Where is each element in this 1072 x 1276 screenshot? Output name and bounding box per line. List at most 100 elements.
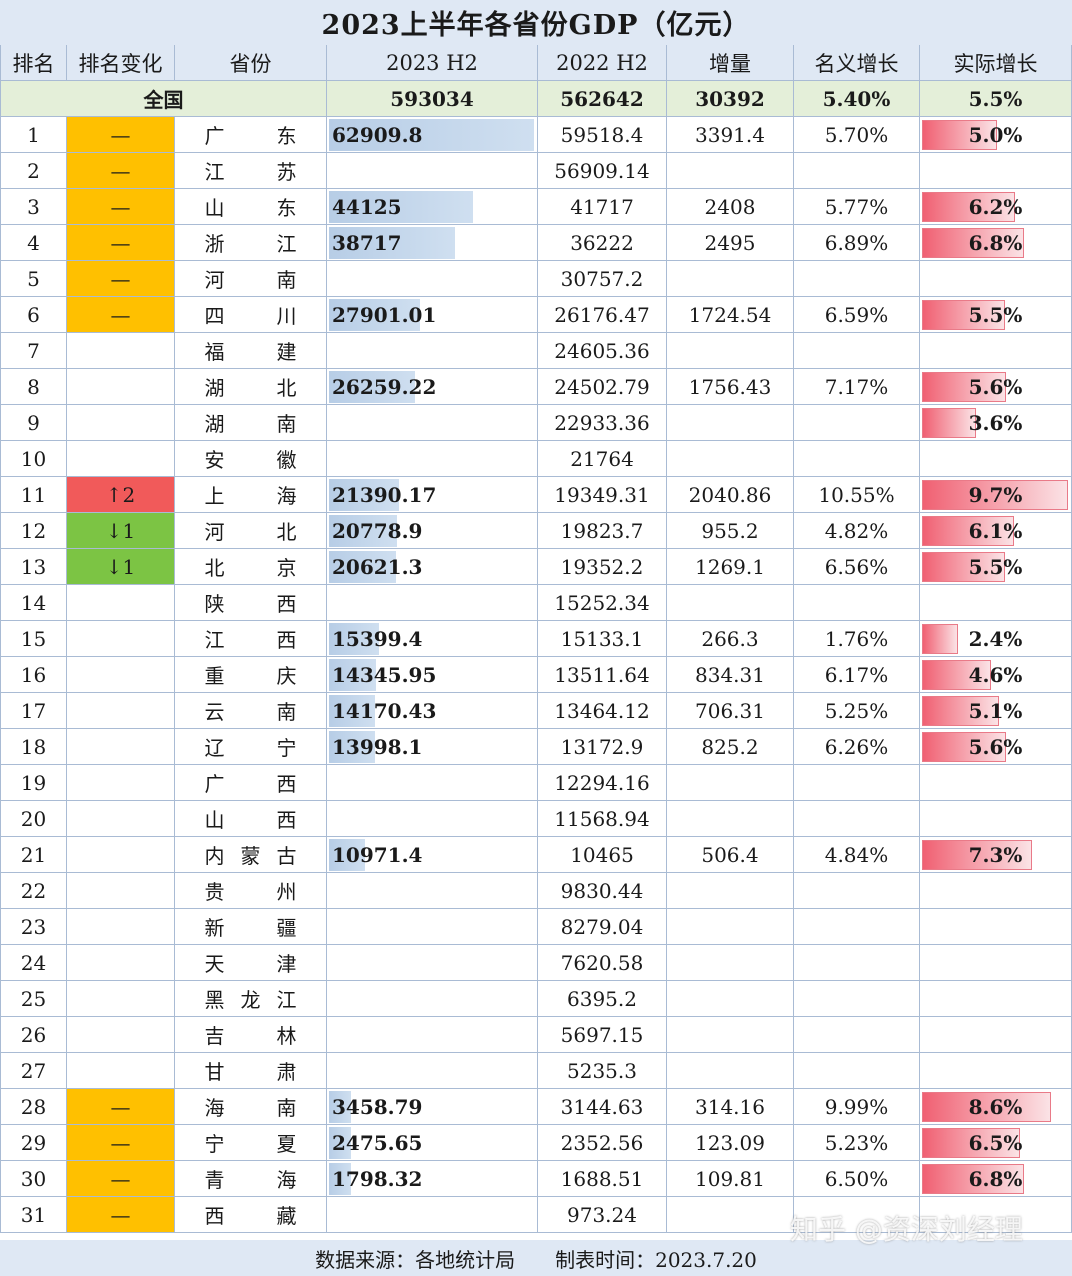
- rank-cell: 30: [0, 1161, 67, 1197]
- nominal-growth-cell: 4.82%: [794, 513, 920, 549]
- province-char: 河: [204, 520, 225, 544]
- increase-cell: 266.3: [667, 621, 794, 657]
- gdp-2023-value: 62909.8: [332, 122, 423, 147]
- province-char: 湖: [204, 412, 225, 436]
- gdp-2022-cell: 13464.12: [538, 693, 667, 729]
- table-row: 18 辽宁 13998.1 13172.9 825.2 6.26% 5.6%: [0, 729, 1072, 765]
- province-char: 西: [276, 772, 297, 796]
- nominal-growth-cell: 1.76%: [794, 621, 920, 657]
- increase-cell: 834.31: [667, 657, 794, 693]
- gdp-bar: [329, 479, 399, 511]
- province-cell: 甘肃: [175, 1053, 327, 1089]
- province-char: 南: [276, 700, 297, 724]
- table-row: 19 广西 12294.16: [0, 765, 1072, 801]
- province-name: 黑龙江: [205, 984, 297, 1013]
- gdp-2023-cell: 20778.9: [327, 513, 538, 549]
- province-name: 宁夏: [205, 1128, 297, 1157]
- province-char: 北: [276, 376, 297, 400]
- real-growth-bar: [922, 840, 1032, 870]
- province-char: 云: [204, 700, 225, 724]
- increase-cell: [667, 909, 794, 945]
- gdp-2023-value: 10971.4: [332, 842, 423, 867]
- real-growth-bar: [922, 1164, 1024, 1194]
- real-growth-cell: 5.0%: [920, 117, 1072, 153]
- province-char: 庆: [276, 664, 297, 688]
- table-row: 24 天津 7620.58: [0, 945, 1072, 981]
- gdp-2023-cell: [327, 981, 538, 1017]
- header-increase: 增量: [667, 45, 794, 81]
- real-growth-bar: [922, 120, 997, 150]
- gdp-2022-cell: 13511.64: [538, 657, 667, 693]
- gdp-2022-cell: 7620.58: [538, 945, 667, 981]
- gdp-bar: [329, 227, 456, 259]
- gdp-2022-cell: 59518.4: [538, 117, 667, 153]
- gdp-2023-cell: [327, 801, 538, 837]
- nominal-growth-cell: 9.99%: [794, 1089, 920, 1125]
- province-name: 甘肃: [205, 1056, 297, 1085]
- real-growth-cell: [920, 909, 1072, 945]
- province-cell: 四川: [175, 297, 327, 333]
- province-name: 湖北: [205, 372, 297, 401]
- table-row: 10 安徽 21764: [0, 441, 1072, 477]
- gdp-2022-cell: 3144.63: [538, 1089, 667, 1125]
- real-growth-cell: 7.3%: [920, 837, 1072, 873]
- nominal-growth-cell: 7.17%: [794, 369, 920, 405]
- increase-cell: [667, 765, 794, 801]
- gdp-2022-cell: 973.24: [538, 1197, 667, 1233]
- province-cell: 云南: [175, 693, 327, 729]
- increase-cell: [667, 153, 794, 189]
- gdp-2022-cell: 56909.14: [538, 153, 667, 189]
- real-growth-cell: [920, 261, 1072, 297]
- gdp-2023-value: 27901.01: [332, 302, 437, 327]
- province-cell: 浙江: [175, 225, 327, 261]
- gdp-bar: [329, 1091, 351, 1123]
- nominal-growth-cell: 5.77%: [794, 189, 920, 225]
- gdp-2022-cell: 24605.36: [538, 333, 667, 369]
- rank-change-cell: [67, 765, 175, 801]
- province-name: 西藏: [205, 1200, 297, 1229]
- province-cell: 上海: [175, 477, 327, 513]
- rank-cell: 17: [0, 693, 67, 729]
- gdp-2022-cell: 6395.2: [538, 981, 667, 1017]
- real-growth-cell: [920, 441, 1072, 477]
- header-nominal-growth: 名义增长: [794, 45, 920, 81]
- province-char: 湖: [204, 376, 225, 400]
- province-cell: 内蒙古: [175, 837, 327, 873]
- table-row: 3— 山东 44125 41717 2408 5.77% 6.2%: [0, 189, 1072, 225]
- gdp-2023-value: 20778.9: [332, 518, 423, 543]
- province-cell: 山东: [175, 189, 327, 225]
- real-growth-bar: [922, 480, 1068, 510]
- increase-cell: [667, 1053, 794, 1089]
- province-char: 南: [276, 412, 297, 436]
- national-gdp-2023: 593034: [327, 81, 538, 117]
- rank-change-cell: [67, 657, 175, 693]
- gdp-2023-cell: [327, 909, 538, 945]
- header-rank-change: 排名变化: [67, 45, 175, 81]
- province-name: 贵州: [205, 876, 297, 905]
- header-gdp-2022: 2022 H2: [538, 45, 667, 81]
- gdp-2023-cell: 62909.8: [327, 117, 538, 153]
- rank-change-cell: ↑2: [67, 477, 175, 513]
- nominal-growth-cell: [794, 585, 920, 621]
- province-name: 江西: [205, 624, 297, 653]
- province-char: 江: [204, 160, 225, 184]
- nominal-growth-cell: [794, 153, 920, 189]
- province-char: 陕: [204, 592, 225, 616]
- province-char: 西: [204, 1204, 225, 1228]
- province-char: 江: [204, 628, 225, 652]
- real-growth-bar: [922, 300, 1005, 330]
- real-growth-cell: 2.4%: [920, 621, 1072, 657]
- table-row: 4— 浙江 38717 36222 2495 6.89% 6.8%: [0, 225, 1072, 261]
- rank-cell: 15: [0, 621, 67, 657]
- real-growth-value: 5.5%: [968, 554, 1023, 579]
- real-growth-value: 5.5%: [968, 302, 1023, 327]
- table-row: 5— 河南 30757.2: [0, 261, 1072, 297]
- gdp-2022-cell: 13172.9: [538, 729, 667, 765]
- province-char: 州: [276, 880, 297, 904]
- real-growth-bar: [922, 516, 1014, 546]
- real-growth-cell: [920, 333, 1072, 369]
- province-name: 上海: [205, 480, 297, 509]
- real-growth-cell: 6.2%: [920, 189, 1072, 225]
- province-char: 天: [204, 952, 225, 976]
- increase-cell: 3391.4: [667, 117, 794, 153]
